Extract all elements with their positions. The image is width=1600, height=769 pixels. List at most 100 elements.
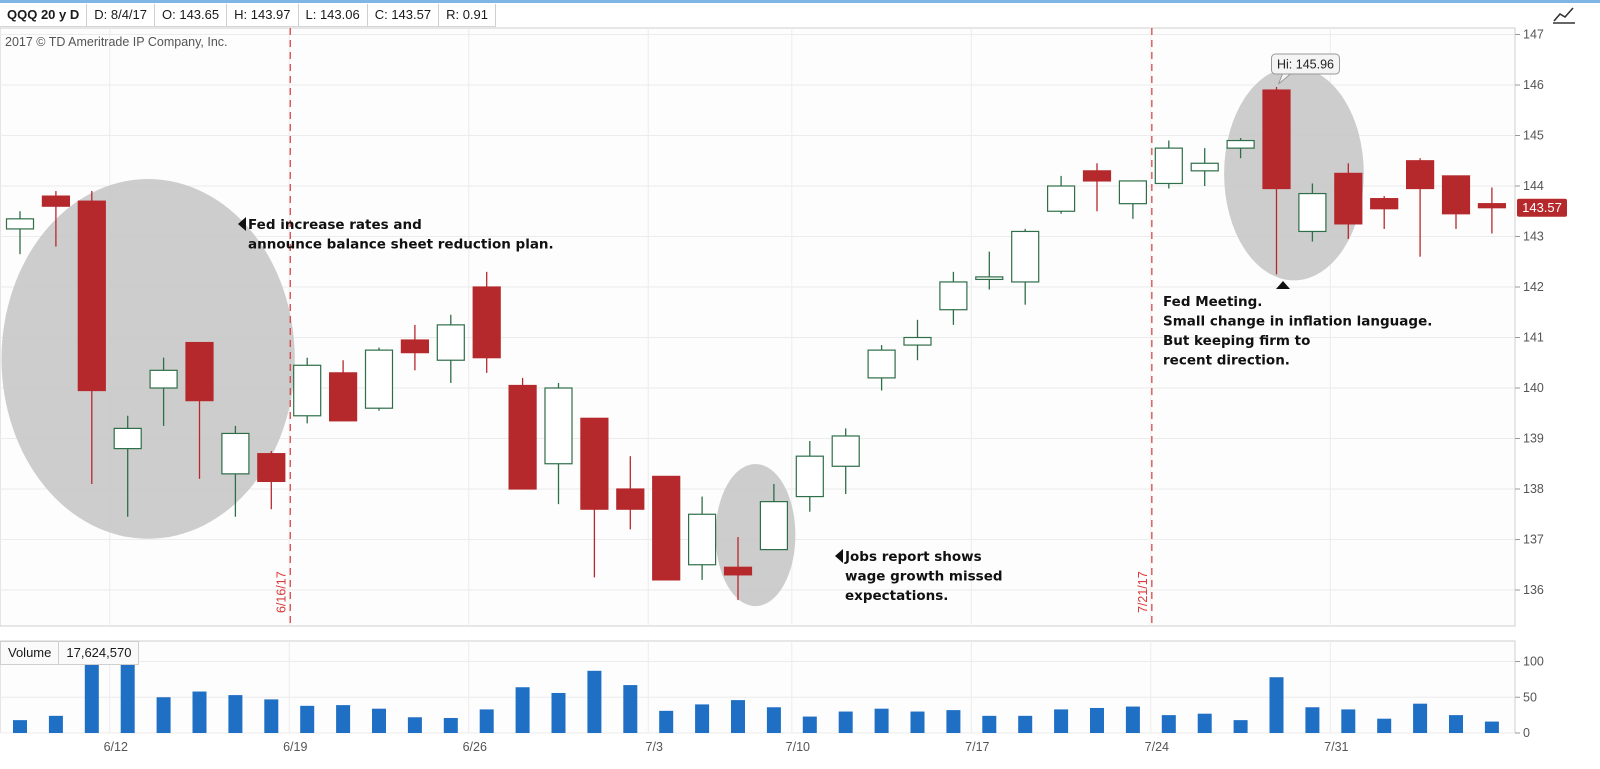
price-tick-label: 139 [1523,432,1544,446]
candle-body [795,455,824,498]
highlight-oval [1224,67,1364,281]
volume-bar [1484,721,1499,733]
volume-bar [300,705,315,733]
volume-bar [1305,707,1320,733]
candle-body [41,195,71,207]
volume-bar [1233,720,1248,733]
volume-bar [192,691,207,733]
volume-bar [802,716,817,733]
date-tick-label: 7/24 [1145,740,1169,754]
candle [759,483,789,551]
price-tick-label: 145 [1523,129,1544,143]
volume-current: 17,624,570 [59,641,140,665]
candle-body [939,281,968,311]
annotation-jobs: Jobs report shows wage growth missed expec… [835,549,1003,604]
volume-bar [48,715,63,733]
annotation-pointer [1276,281,1290,289]
candle-body [1011,230,1040,283]
high-readout: H: 143.97 [227,4,299,26]
volume-bar [1269,677,1284,733]
candle-body [580,417,609,510]
price-tick-label: 144 [1523,179,1544,193]
candle-body [1334,172,1363,225]
low-readout: L: 143.06 [299,4,368,26]
candle-body [77,200,106,392]
candle [616,456,645,530]
high-callout-label: Hi: 145.96 [1277,58,1334,72]
volume-tick-label: 50 [1523,690,1537,704]
symbol-label[interactable]: QQQ 20 y D [0,4,88,26]
volume-bar [766,707,781,733]
price-axis: 136 137 138 139 140 141 142 143 144 145 146 147 143.… [1515,28,1567,597]
candle [400,324,429,371]
volume-bar [228,695,243,733]
chart-style-icon[interactable] [1551,5,1577,25]
volume-bar [443,717,458,733]
event-label: 7/21/17 [1136,571,1150,613]
price-tick-label: 136 [1523,583,1544,597]
candle-body [508,384,537,490]
volume-bar [479,709,494,733]
volume-bar [623,685,638,733]
candle-body [1298,192,1327,233]
highlight-oval [1,179,295,539]
last-price-marker: 143.57 [1517,198,1567,217]
price-tick-label: 141 [1523,331,1544,345]
candle-body [616,488,645,510]
candle-body [472,286,501,359]
volume-header: Volume 17,624,570 [0,641,140,665]
open-readout: O: 143.65 [155,4,228,26]
volume-bar [946,710,961,733]
candle-body [903,336,932,346]
volume-bar [84,655,99,733]
candle [257,451,286,510]
candle [1226,138,1255,159]
event-lines: 6/16/17 7/21/17 [274,28,1153,626]
volume-bar [1197,713,1212,733]
annotation-line: But keeping firm to [1163,333,1310,349]
candle-body [1154,147,1183,185]
candle [1298,183,1327,242]
candle-body [1046,185,1076,212]
candle-body [257,453,286,483]
candle [1477,187,1507,234]
volume-bar [1161,715,1176,733]
candle [1082,163,1112,212]
candle-body [113,427,142,450]
volume-bar [1018,715,1033,733]
volume-bar [695,704,710,733]
annotations: Hi: 145.96 Fed increase rates and announce… [238,53,1432,604]
candle [364,347,394,411]
candle-body [1118,180,1148,205]
last-price-box [1517,198,1567,217]
candle [723,536,753,601]
candle-body [1190,162,1219,172]
volume-title: Volume [0,641,60,665]
candle [221,425,250,517]
candle-body [400,339,429,354]
candle [795,441,824,512]
chart-header-bar: QQQ 20 y D D: 8/4/17 O: 143.65 H: 143.97… [0,4,497,27]
volume-bar [1449,715,1463,733]
volume-tick-label: 0 [1523,726,1530,740]
volume-bar [659,710,674,733]
volume-bar [120,659,135,733]
volume-grid [0,661,1515,734]
volume-bar [515,687,530,733]
volume-bar [982,715,997,733]
top-accent-line [0,0,1600,3]
candle-body [723,566,753,576]
candle-body [687,513,717,566]
candle-body [975,276,1004,281]
volume-bars [13,655,1499,733]
annotation-line: expectations. [845,588,948,604]
candle [436,314,465,383]
candle-body [329,372,358,422]
candle [113,415,142,517]
volume-bar [13,720,27,733]
candle-body [293,364,322,417]
close-readout: C: 143.57 [368,4,440,26]
candle-body [1370,198,1399,210]
date-readout: D: 8/4/17 [87,4,156,26]
